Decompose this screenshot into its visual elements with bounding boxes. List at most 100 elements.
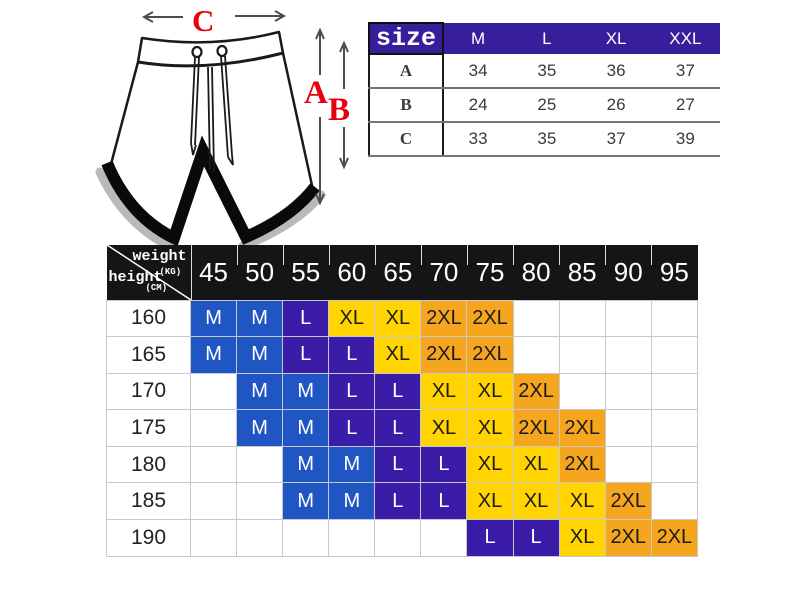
size-column-m: M	[443, 23, 513, 54]
width-arrow-c	[141, 10, 287, 23]
fit-chart-row: 180 M M L L XL XL 2XL	[106, 445, 699, 484]
empty-cell	[650, 409, 699, 447]
size-table-corner: size	[368, 22, 444, 55]
size-cell: M	[328, 445, 376, 484]
fit-chart-header-row: weight (KG) height (CM) 45 50 55 60 65 70 75 80…	[106, 245, 698, 300]
empty-cell	[604, 299, 652, 338]
size-cell: M	[189, 299, 238, 338]
empty-cell	[604, 372, 652, 411]
measure-label-c: C	[192, 3, 215, 38]
size-cell: L	[420, 482, 468, 521]
height-unit-label: (CM)	[145, 283, 168, 293]
size-cell: XL	[374, 336, 422, 374]
weight-column-header: 90	[605, 245, 652, 300]
empty-cell	[236, 482, 284, 521]
size-cell: L	[328, 336, 376, 374]
size-cell: XL	[512, 445, 560, 484]
size-cell: L	[420, 445, 468, 484]
empty-cell	[236, 445, 284, 484]
size-cell: M	[236, 409, 284, 447]
weight-column-header: 65	[374, 245, 421, 300]
fit-chart-row: 160 M M L XL XL 2XL 2XL	[106, 299, 699, 338]
right-hem-shadow	[238, 190, 326, 251]
size-column-l: L	[512, 23, 582, 54]
size-cell: M	[282, 372, 330, 411]
measurement-value: 27	[650, 88, 720, 123]
empty-cell	[604, 409, 652, 447]
empty-cell	[558, 372, 606, 411]
size-cell: L	[374, 445, 422, 484]
empty-cell	[650, 372, 699, 411]
weight-axis-label: weight	[132, 248, 187, 265]
size-cell: XL	[328, 299, 376, 338]
empty-cell	[236, 519, 284, 557]
drawstring-left	[190, 56, 200, 156]
height-row-label: 165	[106, 336, 191, 374]
shorts-diagram: C A B	[95, 5, 365, 255]
weight-column-header: 45	[190, 245, 237, 300]
size-column-xxl: XXL	[650, 23, 720, 54]
empty-cell	[189, 482, 238, 521]
fit-chart-row: 170 M M L L XL XL 2XL	[106, 372, 699, 411]
weight-column-header: 85	[559, 245, 606, 300]
drawstring-right	[220, 55, 234, 166]
size-cell: 2XL	[512, 409, 560, 447]
measurement-value: 33	[443, 122, 513, 157]
inseam-arrow-b	[339, 40, 349, 170]
height-weight-chart: weight (KG) height (CM) 45 50 55 60 65 70 75 80…	[106, 245, 699, 557]
size-cell: L	[466, 519, 514, 557]
fit-chart-row: 185 M M L L XL XL XL 2XL	[106, 482, 699, 521]
size-table-header-row: size M L XL XXL	[368, 22, 720, 55]
size-table-row-c: C 33 35 37 39	[368, 122, 720, 157]
size-cell: 2XL	[650, 519, 699, 557]
height-row-label: 180	[106, 445, 191, 484]
empty-cell	[512, 336, 560, 374]
hem-trim	[101, 135, 320, 247]
weight-column-header: 55	[282, 245, 329, 300]
size-cell: M	[236, 372, 284, 411]
size-cell: XL	[466, 445, 514, 484]
weight-column-header: 80	[513, 245, 560, 300]
fit-chart-body: 160 M M L XL XL 2XL 2XL 165 M M L L XL 2XL 2XL 170 M M L L XL…	[106, 299, 699, 557]
size-cell: M	[282, 482, 330, 521]
size-column-xl: XL	[581, 23, 651, 54]
weight-column-header: 60	[328, 245, 375, 300]
weight-column-header: 50	[236, 245, 283, 300]
measurement-value: 26	[581, 88, 651, 123]
empty-cell	[558, 299, 606, 338]
eyelet-right	[216, 44, 228, 58]
size-cell: 2XL	[420, 299, 468, 338]
weight-unit-label: (KG)	[159, 267, 182, 277]
size-cell: M	[236, 299, 284, 338]
size-cell: XL	[466, 372, 514, 411]
size-cell: M	[236, 336, 284, 374]
measure-label-a: A	[304, 75, 328, 111]
size-cell: 2XL	[466, 336, 514, 374]
size-table-row-a: A 34 35 36 37	[368, 54, 720, 89]
size-cell: XL	[558, 519, 606, 557]
fit-chart-row: 175 M M L L XL XL 2XL 2XL	[106, 409, 699, 447]
weight-column-header: 95	[651, 245, 698, 300]
empty-cell	[328, 519, 376, 557]
size-cell: XL	[466, 409, 514, 447]
size-cell: M	[282, 409, 330, 447]
measurement-value: 39	[650, 122, 720, 157]
empty-cell	[189, 372, 238, 411]
size-cell: L	[328, 372, 376, 411]
size-table: size M L XL XXL A 34 35 36 37 B 24 25 26…	[368, 22, 720, 157]
fit-chart-row: 165 M M L L XL 2XL 2XL	[106, 336, 699, 374]
diagonal-line	[106, 245, 191, 300]
weight-column-header: 75	[466, 245, 514, 300]
size-cell: 2XL	[604, 482, 652, 521]
height-row-label: 160	[106, 299, 191, 338]
measure-label-b: B	[328, 92, 351, 128]
measurement-value: 25	[512, 88, 582, 123]
height-row-label: 190	[106, 519, 191, 557]
size-cell: L	[374, 372, 422, 411]
measurement-value: 37	[581, 122, 651, 157]
empty-cell	[282, 519, 330, 557]
weight-height-corner: weight (KG) height (CM)	[106, 245, 191, 300]
row-label-c: C	[368, 122, 444, 157]
size-cell: 2XL	[420, 336, 468, 374]
